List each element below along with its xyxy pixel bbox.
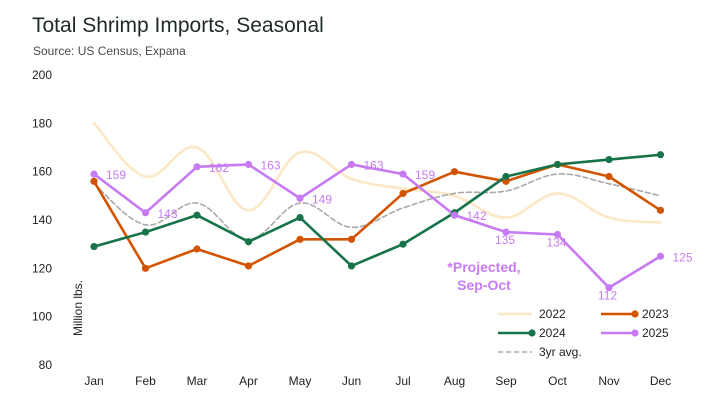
point-2025-sep [502, 228, 510, 236]
legend-label-3yr-avg-: 3yr avg. [539, 345, 582, 359]
series-line-2024 [92, 153, 662, 268]
legend-label-2024: 2024 [539, 326, 566, 340]
point-2024-mar [193, 211, 201, 219]
point-2025-oct [553, 230, 562, 239]
point-2024-jun [347, 262, 356, 270]
point-2025-dec [656, 252, 665, 260]
point-2025-may [296, 194, 304, 202]
annotation-line-1: *Projected, [447, 259, 520, 275]
point-2025-nov [605, 284, 613, 292]
series-line-2025 [92, 163, 662, 289]
y-tick-label: 140 [32, 213, 52, 227]
data-label-2025: 125 [673, 250, 693, 264]
data-label-2025: 134 [547, 236, 567, 250]
series-line-2022 [92, 122, 662, 224]
x-tick-label: Jul [395, 374, 410, 388]
x-tick-label: Aug [444, 374, 465, 388]
legend-label-2022: 2022 [539, 307, 566, 321]
point-2025-apr [244, 160, 253, 169]
data-label-2025: 143 [158, 207, 178, 221]
point-2023-apr [244, 262, 253, 270]
point-2025-jul [399, 170, 407, 178]
series-markers [90, 151, 665, 292]
x-tick-label: Dec [650, 374, 671, 388]
x-tick-label: Mar [187, 374, 208, 388]
series-line-2023 [92, 163, 662, 270]
point-2024-feb [141, 228, 150, 236]
series-line-3yr-avg- [93, 173, 662, 241]
y-tick-label: 180 [32, 116, 52, 130]
x-tick-label: Jun [342, 374, 361, 388]
chart-title: Total Shrimp Imports, Seasonal [32, 14, 324, 37]
point-2025-jun [347, 160, 356, 169]
y-tick-label: 200 [32, 68, 52, 82]
point-2023-mar [193, 245, 201, 253]
series-lines [92, 122, 662, 289]
projection-annotation: *Projected, Sep-Oct [447, 259, 520, 293]
chart-source: Source: US Census, Expana [33, 44, 186, 58]
x-tick-label: Oct [548, 374, 567, 388]
data-label-2025: 142 [467, 209, 487, 223]
x-tick-label: Feb [135, 374, 156, 388]
x-tick-label: Sep [495, 374, 517, 388]
point-2023-jan [90, 177, 98, 185]
point-2024-jan [90, 242, 98, 251]
data-label-2025: 159 [106, 168, 126, 182]
data-label-2025: 135 [495, 233, 515, 247]
y-tick-label: 80 [39, 358, 53, 372]
point-2025-feb [141, 209, 150, 217]
data-label-2025: 112 [598, 289, 617, 303]
legend-marker-2023 [631, 310, 639, 318]
point-2023-jul [399, 189, 407, 198]
point-2023-aug [450, 168, 459, 176]
point-2023-dec [656, 206, 665, 214]
legend-marker-2025 [631, 329, 639, 337]
y-tick-label: 120 [32, 261, 52, 275]
data-labels: 159 143 162 163 149 163 159 142 135 134 112 125 [106, 158, 693, 302]
x-tick-label: Apr [239, 374, 258, 388]
point-2024-oct [553, 160, 562, 169]
point-2024-dec [656, 151, 665, 159]
point-2023-nov [605, 172, 613, 181]
x-tick-label: May [289, 374, 312, 388]
point-2025-aug [450, 211, 459, 219]
y-tick-label: 160 [32, 165, 52, 179]
point-2024-sep [502, 172, 510, 181]
data-label-2025: 159 [415, 168, 435, 182]
legend-label-2025: 2025 [642, 326, 669, 340]
annotation-line-2: Sep-Oct [457, 277, 511, 293]
point-2024-apr [244, 238, 253, 246]
legend-marker-2024 [528, 329, 536, 337]
legend-label-2023: 2023 [642, 307, 669, 321]
data-label-2025: 163 [364, 158, 384, 172]
y-axis-label: Million lbs. [71, 280, 85, 336]
point-2023-feb [141, 264, 150, 272]
point-2023-jun [347, 235, 356, 243]
data-label-2025: 149 [312, 192, 332, 206]
point-2023-may [296, 235, 304, 243]
y-tick-label: 100 [32, 310, 52, 324]
x-axis-ticks: Jan Feb Mar Apr May Jun Jul Aug Sep Oct Nov Dec [84, 374, 671, 388]
point-2024-jul [399, 240, 407, 248]
data-label-2025: 162 [209, 161, 229, 175]
point-2024-nov [605, 155, 613, 164]
x-tick-label: Jan [84, 374, 103, 388]
y-axis-ticks: 80 100 120 140 160 180 200 [32, 68, 52, 372]
legend: 2022 2023 2024 2025 3yr avg. [498, 307, 669, 359]
data-label-2025: 163 [261, 158, 281, 172]
point-2024-may [296, 213, 304, 222]
point-2025-jan [90, 170, 98, 178]
point-2025-mar [193, 163, 201, 171]
x-tick-label: Nov [598, 374, 619, 388]
